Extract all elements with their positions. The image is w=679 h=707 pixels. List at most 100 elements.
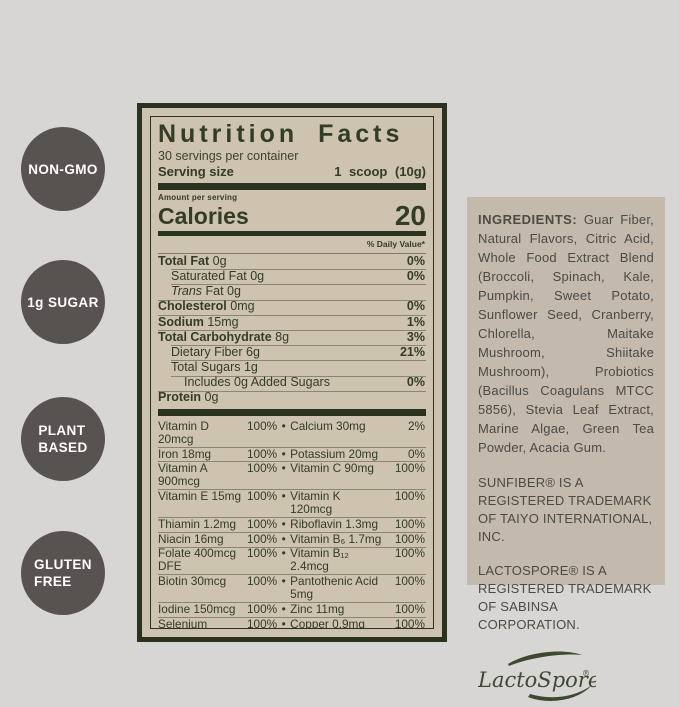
micro-right-name: Copper 0.9mg — [290, 616, 365, 629]
badge-plant-based: PLANT BASED — [21, 397, 105, 481]
divider-thick — [158, 183, 426, 190]
nutrient-daily-value: 0% — [406, 268, 425, 283]
micro-left-dv: 100% — [246, 546, 278, 561]
bullet-separator: • — [281, 602, 286, 617]
nutrient-daily-value: 0% — [406, 299, 425, 314]
micro-left-dv: 100% — [246, 602, 278, 617]
badge-text: GLUTEN FREE — [34, 556, 92, 590]
badge-line: PLANT — [38, 423, 86, 438]
badge-line: NON-GMO — [28, 161, 98, 177]
bullet-separator: • — [281, 489, 286, 504]
nutrition-facts-inner-border: Nutrition Facts 30 servings per containe… — [150, 116, 434, 629]
micro-left-name: Thiamin 1.2mg — [158, 516, 237, 531]
nutrients-table: Total Fat 0g 0% Saturated Fat 0g 0% Trans Fa… — [158, 254, 426, 406]
nutrient-name-part: 0g — [201, 390, 219, 405]
micronutrient-row: Iron 18mg 100% • Potassium 20mg 0% — [158, 446, 426, 462]
badge-gluten-free: GLUTEN FREE — [21, 531, 105, 615]
micro-left-name: Iron 18mg — [158, 446, 212, 461]
micro-right-dv: 100% — [394, 616, 425, 629]
micro-left-dv: 100% — [246, 418, 278, 433]
daily-value-header: % Daily Value* — [158, 237, 426, 254]
badge-line: GLUTEN — [34, 557, 92, 572]
micronutrient-row: Folate 400mcg DFE 100% • Vitamin B₁₂ 2.4mcg… — [158, 546, 426, 575]
bullet-separator: • — [281, 446, 286, 461]
bullet-separator: • — [281, 616, 286, 629]
nutrient-daily-value: 3% — [406, 329, 425, 344]
amount-per-serving-label: Amount per serving — [158, 193, 238, 202]
nutrient-name: Cholesterol 0mg — [158, 300, 255, 314]
micro-left-dv: 100% — [246, 574, 278, 589]
nutrient-name: Sodium 15mg — [158, 314, 239, 330]
lactospore-logo-graphic: LactoSpore ® — [477, 651, 600, 701]
nutrient-row: Includes 0g Added Sugars 0% — [158, 375, 426, 391]
nutrient-name: Protein 0g — [158, 391, 218, 405]
nutrient-name: Total Carbohydrate 8g — [158, 329, 290, 345]
micro-left-name: Niacin 16mg — [158, 531, 224, 546]
nutrient-name: Includes 0g Added Sugars — [184, 375, 330, 390]
micro-left-name: Vitamin E 15mg — [158, 489, 242, 504]
nutrient-name-part: 15mg — [203, 314, 239, 329]
nutrient-name-part: Total Sugars 1g — [171, 360, 258, 375]
lactospore-trademark-note: LACTOSPORE® IS A REGISTERED TRADEMARK OF… — [478, 563, 652, 632]
micro-left-name: Vitamin D 20mcg — [158, 418, 209, 446]
ingredients-body: Guar Fiber, Natural Flavors, Citric Acid… — [478, 212, 654, 455]
calories-label: Calories — [158, 203, 249, 229]
micro-right-name: Vitamin K 120mcg — [290, 489, 341, 517]
badge-1gsugar: 1g SUGAR — [21, 260, 105, 344]
lactospore-logo-text: LactoSpore — [478, 668, 596, 692]
micronutrient-row: Biotin 30mcg 100% • Pantothenic Acid 5mg 100… — [158, 574, 426, 602]
nutrient-row: Total Fat 0g 0% — [158, 254, 426, 269]
micro-left-dv: 100% — [246, 489, 278, 504]
micro-left-dv: 100% — [246, 531, 278, 546]
micronutrient-row: Thiamin 1.2mg 100% • Riboflavin 1.3mg 100% — [158, 517, 426, 532]
bullet-separator: • — [281, 546, 286, 561]
micro-right-name: Vitamin B₁₂ 2.4mcg — [290, 546, 350, 574]
micro-right-name: Zinc 11mg — [290, 602, 345, 617]
nutrient-row: Cholesterol 0mg 0% — [158, 300, 426, 315]
nutrient-daily-value: 1% — [406, 314, 425, 329]
micro-left-name: Folate 400mcg DFE — [158, 546, 237, 574]
micro-right-name: Potassium 20mg — [290, 446, 379, 461]
micro-left-name: Biotin 30mcg — [158, 574, 227, 589]
micro-right-name: Vitamin C 90mg — [290, 461, 374, 476]
bullet-separator: • — [281, 531, 286, 546]
micro-right-dv: 100% — [394, 461, 425, 476]
registered-mark-icon: ® — [582, 669, 590, 678]
bullet-separator: • — [281, 418, 286, 433]
divider-medium — [158, 231, 426, 236]
serving-size-label: Serving size — [158, 164, 234, 179]
nutrient-row: Dietary Fiber 6g 21% — [158, 345, 426, 360]
micro-left-name: Vitamin A 900mcg — [158, 461, 207, 489]
calories-row: Calories 20 — [158, 200, 426, 231]
serving-size-value: 1 scoop (10g) — [334, 164, 426, 179]
micro-left-name: Iodine 150mcg — [158, 602, 236, 617]
nutrient-name-part: 0g — [209, 253, 227, 268]
nutrient-name-part: Total Carbohydrate — [158, 329, 272, 344]
micro-right-name: Pantothenic Acid 5mg — [290, 574, 379, 602]
nutrient-name: Saturated Fat 0g — [171, 269, 264, 284]
micro-right-dv: 100% — [394, 602, 425, 617]
nutrient-row: Protein 0g — [158, 391, 426, 406]
micro-right-name: Riboflavin 1.3mg — [290, 516, 379, 531]
micro-right-name: Calcium 30mg — [290, 418, 366, 433]
calories-value: 20 — [394, 200, 426, 231]
nutrient-name-part: Cholesterol — [158, 299, 227, 314]
nutrition-facts-label: Nutrition Facts 30 servings per containe… — [137, 103, 447, 642]
micro-right-dv: 100% — [394, 516, 425, 531]
ingredients-paragraph: INGREDIENTS: Guar Fiber, Natural Flavors… — [478, 210, 654, 457]
badge-line: 1g SUGAR — [27, 294, 99, 310]
serving-size-row: Serving size 1 scoop (10g) — [158, 164, 426, 180]
nutrient-row: Saturated Fat 0g 0% — [158, 269, 426, 284]
nutrient-name-part: Protein — [158, 390, 202, 405]
badge-non-gmo: NON-GMO — [21, 127, 105, 211]
nutrient-daily-value: 0% — [406, 253, 425, 268]
micro-right-name: Vitamin B₆ 1.7mg — [290, 531, 382, 546]
nutrient-row: Total Sugars 1g — [158, 360, 426, 375]
nutrient-name-part: Fat 0g — [202, 284, 241, 299]
micro-right-dv: 0% — [407, 446, 425, 461]
ingredients-panel: INGREDIENTS: Guar Fiber, Natural Flavors… — [467, 197, 665, 701]
sunfiber-trademark-note: SUNFIBER® IS A REGISTERED TRADEMARK OF T… — [478, 475, 653, 544]
micro-right-dv: 100% — [394, 489, 425, 504]
nutrient-name-part: 8g — [271, 329, 290, 344]
